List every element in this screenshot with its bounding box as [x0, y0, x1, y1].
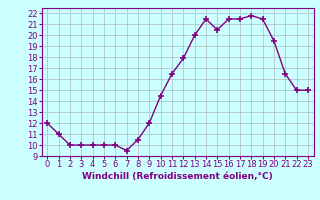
X-axis label: Windchill (Refroidissement éolien,°C): Windchill (Refroidissement éolien,°C) — [82, 172, 273, 181]
